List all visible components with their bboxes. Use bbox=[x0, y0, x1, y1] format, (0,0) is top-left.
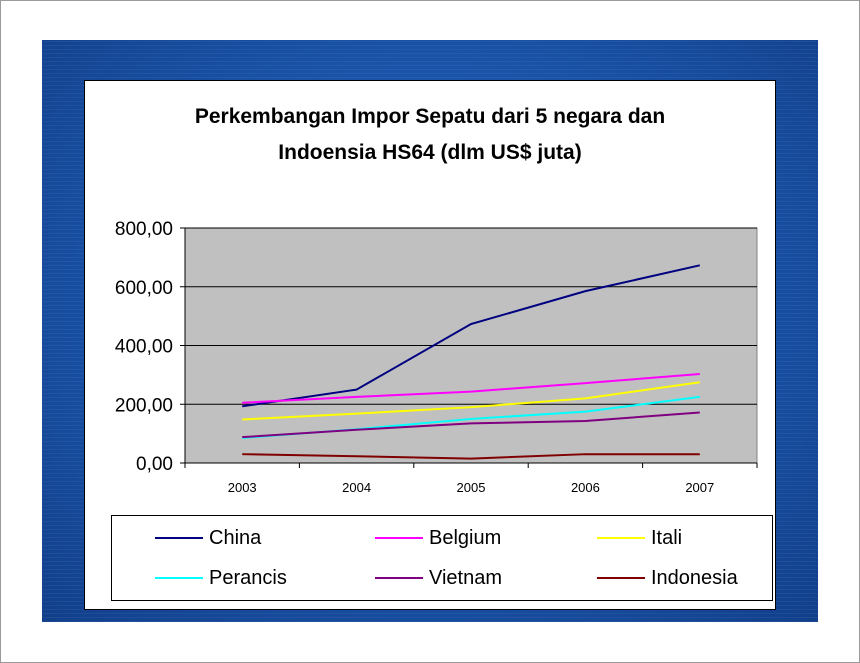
x-tick-label: 2004 bbox=[342, 480, 371, 495]
series-lines bbox=[242, 264, 701, 460]
line-chart: 800,00 600,00 400,00 200,00 0,00 2003 20… bbox=[115, 219, 758, 495]
y-axis-ticks: 800,00 600,00 400,00 200,00 0,00 bbox=[115, 219, 173, 475]
legend-item-belgium: Belgium bbox=[375, 526, 501, 550]
legend-swatch bbox=[597, 577, 645, 579]
x-tick-label: 2003 bbox=[228, 480, 257, 495]
legend-label: Indonesia bbox=[651, 566, 738, 589]
legend-label: Vietnam bbox=[429, 566, 503, 589]
y-tick-label: 400,00 bbox=[115, 337, 173, 358]
legend-swatch bbox=[155, 537, 203, 539]
chart-title: Perkembangan Impor Sepatu dari 5 negara … bbox=[85, 99, 775, 171]
legend-swatch bbox=[155, 577, 203, 579]
legend-item-china: China bbox=[155, 526, 261, 550]
chart-title-line-2: Indoensia HS64 (dlm US$ juta) bbox=[278, 141, 582, 164]
y-tick-label: 600,00 bbox=[115, 278, 173, 299]
legend-label: China bbox=[209, 526, 262, 549]
legend-swatch bbox=[375, 537, 423, 539]
legend-label: Itali bbox=[651, 526, 683, 549]
x-tick-label: 2006 bbox=[571, 480, 600, 495]
y-tick-label: 200,00 bbox=[115, 395, 173, 416]
y-tick-label: 0,00 bbox=[136, 454, 173, 475]
legend-label: Belgium bbox=[429, 526, 502, 549]
legend-item-perancis: Perancis bbox=[155, 566, 287, 590]
series-line-vietnam bbox=[242, 411, 700, 439]
series-line-indonesia bbox=[242, 453, 700, 460]
legend-swatch bbox=[597, 537, 645, 539]
y-tick-label: 800,00 bbox=[115, 219, 173, 240]
series-line-china bbox=[242, 264, 701, 408]
x-axis-ticks: 2003 2004 2005 2006 2007 bbox=[228, 480, 715, 495]
legend-item-itali: Itali bbox=[597, 526, 682, 550]
x-tick-label: 2005 bbox=[457, 480, 486, 495]
x-tick-label: 2007 bbox=[685, 480, 714, 495]
axes bbox=[180, 227, 758, 468]
legend-item-indonesia: Indonesia bbox=[597, 566, 738, 590]
legend-swatch bbox=[375, 577, 423, 579]
legend-label: Perancis bbox=[209, 566, 287, 589]
legend-item-vietnam: Vietnam bbox=[375, 566, 502, 590]
series-line-belgium bbox=[242, 372, 700, 404]
chart-title-line-1: Perkembangan Impor Sepatu dari 5 negara … bbox=[194, 105, 666, 128]
gridlines bbox=[185, 227, 757, 405]
chart-area: Perkembangan Impor Sepatu dari 5 negara … bbox=[84, 80, 776, 610]
legend: China Belgium Itali Perancis Vietnam Ind… bbox=[111, 515, 773, 601]
series-line-itali bbox=[242, 381, 700, 421]
